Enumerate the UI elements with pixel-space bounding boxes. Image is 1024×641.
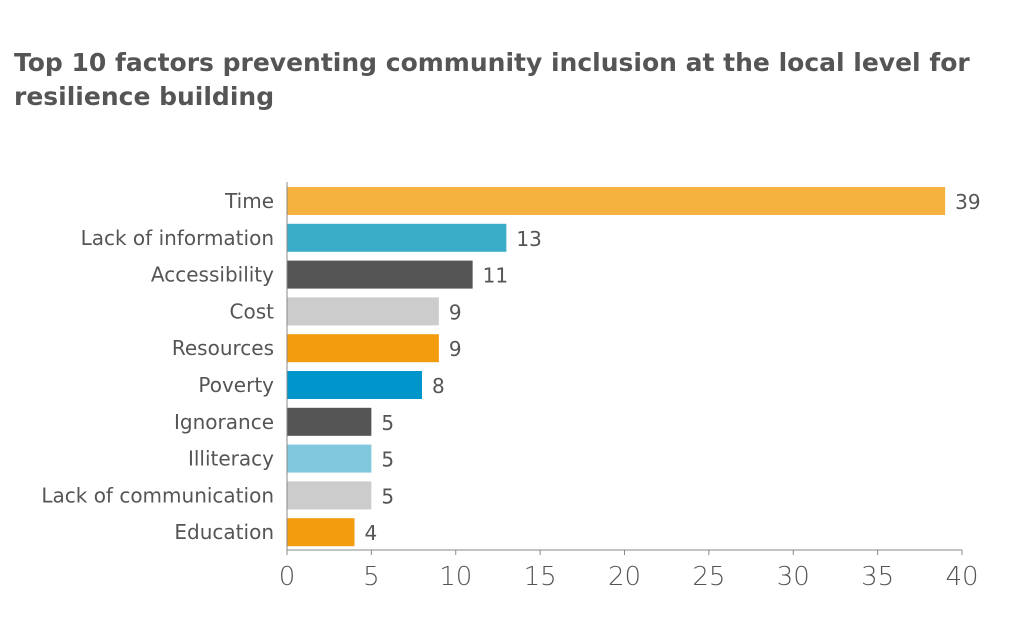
x-tick-label: 30: [777, 562, 810, 592]
x-tick-label: 35: [861, 562, 894, 592]
bar: [287, 334, 439, 363]
category-label: Resources: [172, 336, 274, 360]
bar: [287, 481, 372, 510]
category-label: Ignorance: [174, 410, 274, 434]
value-label: 4: [365, 521, 378, 545]
bars-group: [287, 187, 946, 547]
category-label: Lack of communication: [41, 483, 274, 507]
value-label: 9: [449, 300, 462, 324]
category-label: Education: [174, 520, 274, 544]
bar: [287, 223, 507, 252]
value-label: 13: [516, 227, 541, 251]
axes-group: 0 5 10 15 20 25 30 35 40: [279, 182, 979, 592]
bar: [287, 518, 355, 547]
x-tick-label: 40: [945, 562, 978, 592]
category-label: Lack of information: [81, 226, 274, 250]
value-label: 5: [381, 448, 394, 472]
category-label: Accessibility: [151, 263, 274, 287]
x-tick-label: 0: [279, 562, 296, 592]
bar: [287, 444, 372, 473]
category-label: Illiteracy: [188, 447, 274, 471]
bar: [287, 297, 439, 326]
bar: [287, 260, 473, 289]
category-label: Cost: [230, 299, 275, 323]
category-label: Poverty: [198, 373, 274, 397]
chart-title: Top 10 factors preventing community incl…: [14, 48, 970, 111]
x-tick-label: 20: [608, 562, 641, 592]
bar: [287, 407, 372, 436]
x-tick-label: 25: [692, 562, 725, 592]
bar: [287, 187, 946, 215]
category-label: Time: [224, 189, 274, 213]
category-labels-group: Time Lack of information Accessibility Cost…: [41, 189, 274, 544]
value-label: 5: [381, 484, 394, 508]
x-tick-label: 5: [363, 562, 380, 592]
bar: [287, 371, 422, 399]
value-label: 5: [381, 411, 394, 435]
value-label: 11: [483, 264, 508, 288]
value-label: 8: [432, 374, 445, 398]
value-label: 9: [449, 337, 462, 361]
value-label: 39: [955, 190, 980, 214]
x-tick-label: 10: [439, 562, 472, 592]
x-tick-label: 15: [524, 562, 557, 592]
